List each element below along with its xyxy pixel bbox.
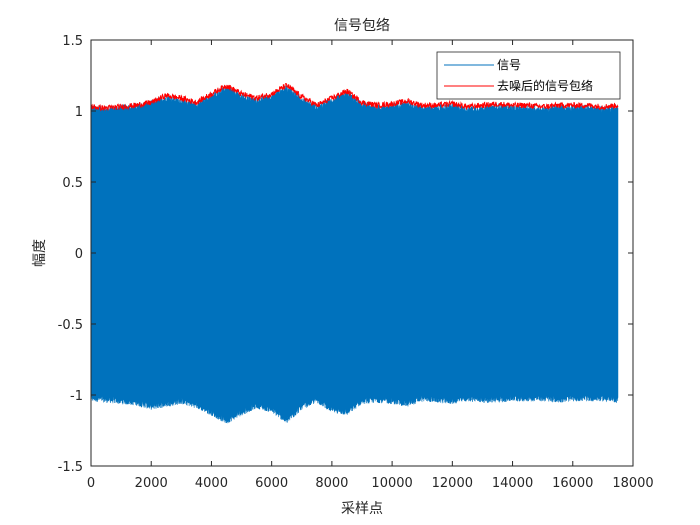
y-tick-label: 0 <box>75 247 83 262</box>
y-tick-label: -1 <box>70 389 83 404</box>
y-tick-label: -0.5 <box>58 318 83 333</box>
y-tick-label: -1.5 <box>58 460 83 475</box>
plot-area: 0 2000 4000 6000 8000 10000 12000 14000 16000 180… <box>58 34 654 491</box>
x-tick-label: 18000 <box>612 476 653 491</box>
x-tick-label: 2000 <box>135 476 168 491</box>
y-axis-label: 幅度 <box>32 239 48 267</box>
y-tick-label: 0.5 <box>62 176 83 191</box>
legend-box <box>436 51 621 100</box>
series-envelope-line <box>90 83 619 112</box>
x-tick-label: 10000 <box>371 476 412 491</box>
series-signal-line <box>90 85 619 424</box>
x-tick-label: 14000 <box>492 476 533 491</box>
y-tick-label: 1.5 <box>62 34 83 49</box>
x-tick-label: 12000 <box>432 476 473 491</box>
legend-label-signal: 信号 <box>497 58 521 72</box>
chart-title: 信号包络 <box>334 18 390 34</box>
series-layer <box>90 83 619 424</box>
x-axis-label: 采样点 <box>341 501 383 517</box>
x-tick-label: 16000 <box>552 476 593 491</box>
ticks-layer: 0 2000 4000 6000 8000 10000 12000 14000 16000 180… <box>58 34 654 491</box>
x-tick-label: 0 <box>87 476 95 491</box>
x-tick-label: 8000 <box>315 476 348 491</box>
x-tick-label: 6000 <box>255 476 288 491</box>
legend-label-envelope: 去噪后的信号包络 <box>497 78 593 93</box>
legend[interactable]: 信号 去噪后的信号包络 <box>436 51 621 100</box>
x-tick-label: 4000 <box>195 476 228 491</box>
y-tick-label: 1 <box>75 105 83 120</box>
